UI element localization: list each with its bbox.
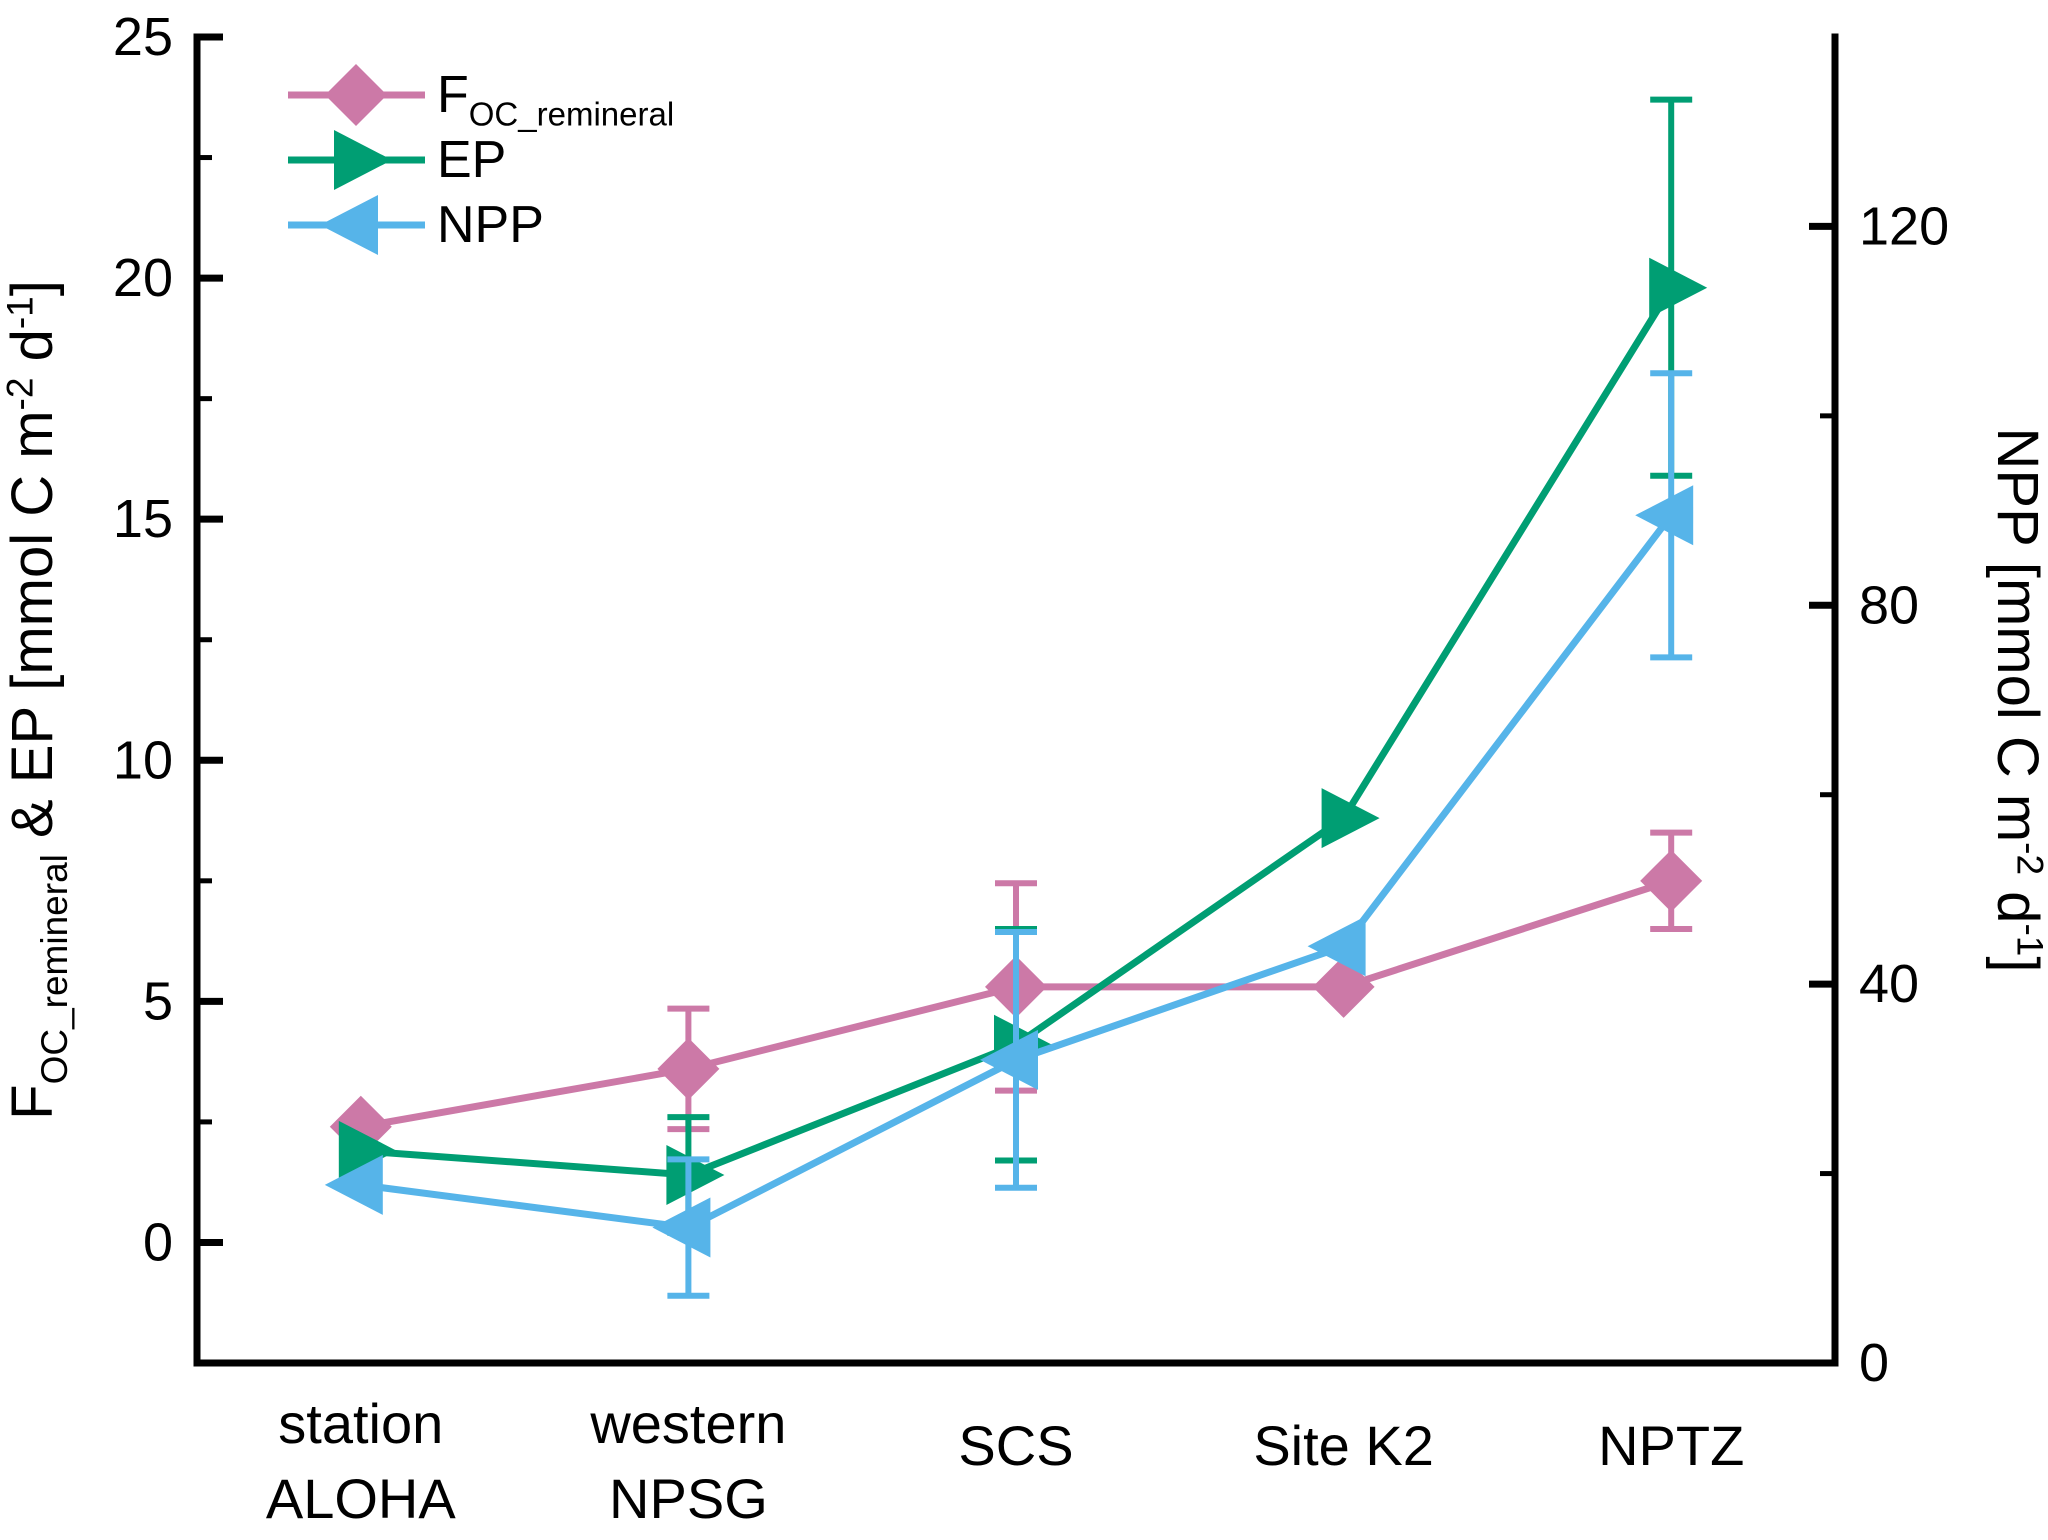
npp-marker-2 (980, 1029, 1038, 1090)
legend-item-ep: EP (288, 130, 506, 190)
ep-legend-label: EP (437, 131, 506, 189)
right-axis: 0 40 80 120 (1809, 196, 1949, 1393)
npp-legend-marker (320, 195, 378, 255)
ep-legend-marker (334, 130, 392, 190)
left-axis-tick-label: 15 (113, 489, 173, 549)
left-axis-tick-label: 25 (113, 7, 173, 67)
right-axis-tick-label: 120 (1859, 196, 1949, 256)
npp-legend-label: NPP (437, 196, 544, 254)
x-axis-labels: station ALOHA western NPSG SCS Site K2 NPTZ (266, 1392, 1744, 1530)
right-axis-title: NPP [mmol C m-2 d-1] (1985, 428, 2048, 973)
npp-marker-1 (652, 1197, 711, 1258)
x-axis-category-label-scs: SCS (958, 1414, 1073, 1477)
left-axis: 0 5 10 15 20 25 (113, 7, 223, 1272)
series-npp (324, 370, 1694, 1299)
plot-frame (193, 33, 1839, 1367)
npp-marker-0 (324, 1154, 383, 1215)
left-axis-title: FOC_remineral & EP [mmol C m-2 d-1] (0, 280, 75, 1120)
left-axis-tick-label: 5 (143, 971, 173, 1031)
right-axis-tick-label: 40 (1859, 954, 1919, 1014)
right-axis-tick-label: 80 (1859, 575, 1919, 635)
ep-marker-1 (666, 1144, 725, 1205)
legend-item-npp: NPP (288, 195, 544, 255)
foc-remineral-legend-label: FOC_remineral (437, 66, 674, 133)
right-axis-tick-label: 0 (1859, 1333, 1889, 1393)
x-axis-category-label-station-aloha: station (278, 1392, 443, 1455)
ep-marker-0 (338, 1120, 397, 1181)
x-axis-category-label-western-npsg: western (589, 1392, 786, 1455)
npp-marker-3 (1307, 916, 1366, 977)
npp-marker-4 (1635, 485, 1694, 546)
left-axis-tick-label: 10 (113, 730, 173, 790)
foc-remineral-marker-4 (1640, 849, 1703, 912)
x-axis-category-label-nptz: NPTZ (1598, 1414, 1744, 1477)
left-axis-tick-label: 20 (113, 248, 173, 308)
x-axis-category-label-site-k2: Site K2 (1253, 1414, 1434, 1477)
ep-marker-4 (1649, 257, 1708, 318)
foc-remineral-marker-1 (657, 1037, 720, 1100)
foc-remineral-legend-marker (325, 64, 387, 126)
legend-item-foc-remineral: FOC_remineral (288, 64, 674, 133)
x-axis-category-label-station-aloha: ALOHA (266, 1467, 456, 1530)
left-axis-tick-label: 0 (143, 1212, 173, 1272)
x-axis-category-label-western-npsg: NPSG (609, 1467, 768, 1530)
ep-marker-3 (1321, 788, 1380, 849)
